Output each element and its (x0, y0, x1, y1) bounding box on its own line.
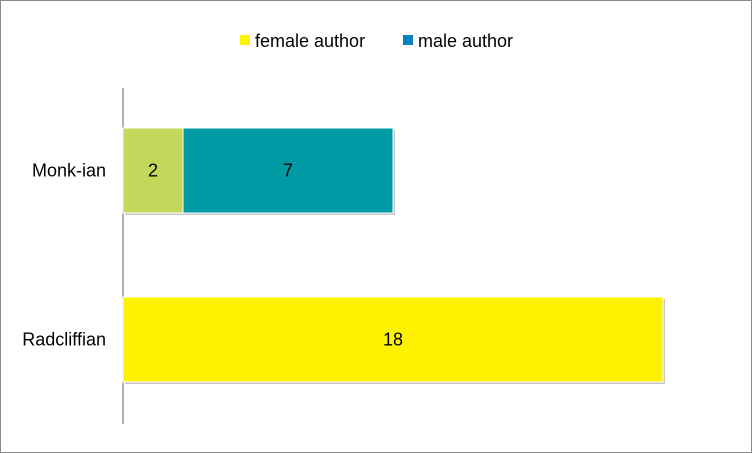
bar-Monk-ian-female-author (122, 127, 184, 214)
value-label-Monk-ian-1: 7 (283, 161, 293, 181)
legend-marker-1 (403, 35, 413, 45)
value-label-Monk-ian-0: 2 (148, 161, 158, 181)
category-labels: Monk-ian Radcliffian (22, 161, 106, 350)
legend: female author male author (240, 31, 513, 51)
category-label-0: Monk-ian (32, 161, 106, 181)
bar-Radcliffian-female-author (122, 296, 664, 383)
bars: 2 7 18 (122, 127, 665, 384)
legend-marker-0 (240, 35, 250, 45)
legend-item-0: female author (240, 31, 365, 51)
value-label-Radcliffian-0: 18 (383, 330, 403, 350)
legend-label-1: male author (418, 31, 513, 51)
category-label-1: Radcliffian (22, 330, 106, 350)
legend-label-0: female author (255, 31, 365, 51)
bar-Monk-ian-male-author (182, 127, 394, 214)
legend-item-1: male author (403, 31, 513, 51)
